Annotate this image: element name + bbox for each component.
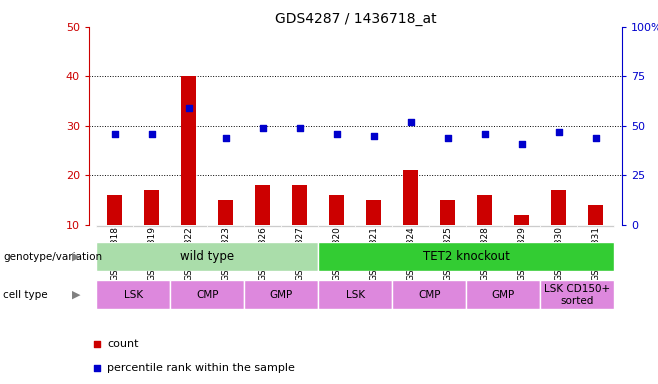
Text: ▶: ▶	[72, 252, 80, 262]
Point	[184, 105, 194, 111]
FancyBboxPatch shape	[467, 225, 503, 227]
Bar	[588, 205, 603, 225]
Text: genotype/variation: genotype/variation	[3, 252, 103, 262]
FancyBboxPatch shape	[503, 225, 540, 227]
FancyBboxPatch shape	[540, 225, 578, 227]
Text: TET2 knockout: TET2 knockout	[423, 250, 510, 263]
Text: ▶: ▶	[72, 290, 80, 300]
Point	[91, 341, 102, 347]
FancyBboxPatch shape	[282, 225, 318, 227]
Point	[553, 129, 564, 135]
Point	[332, 131, 342, 137]
Bar	[467, 280, 540, 309]
FancyBboxPatch shape	[96, 225, 133, 227]
Point	[257, 125, 268, 131]
Bar	[96, 242, 318, 271]
Point	[591, 134, 601, 141]
Point	[405, 119, 416, 125]
Bar	[96, 280, 170, 309]
Point	[109, 131, 120, 137]
Bar	[540, 280, 615, 309]
Bar	[170, 280, 244, 309]
Bar	[551, 190, 567, 225]
Bar	[478, 195, 492, 225]
Bar	[318, 280, 392, 309]
FancyBboxPatch shape	[207, 225, 244, 227]
FancyBboxPatch shape	[392, 225, 430, 227]
Text: LSK: LSK	[124, 290, 143, 300]
Point	[220, 134, 231, 141]
FancyBboxPatch shape	[133, 225, 170, 227]
Bar	[107, 195, 122, 225]
Bar	[244, 280, 318, 309]
Bar	[515, 215, 529, 225]
Bar	[292, 185, 307, 225]
Bar	[440, 200, 455, 225]
Text: CMP: CMP	[196, 290, 218, 300]
Point	[517, 141, 527, 147]
Text: CMP: CMP	[418, 290, 441, 300]
Point	[91, 365, 102, 371]
Bar	[392, 280, 467, 309]
Title: GDS4287 / 1436718_at: GDS4287 / 1436718_at	[274, 12, 436, 26]
Bar	[318, 242, 615, 271]
Text: GMP: GMP	[270, 290, 293, 300]
Bar	[255, 185, 270, 225]
Text: LSK: LSK	[345, 290, 365, 300]
Bar	[330, 195, 344, 225]
Text: cell type: cell type	[3, 290, 48, 300]
Text: percentile rank within the sample: percentile rank within the sample	[107, 362, 295, 373]
Point	[443, 134, 453, 141]
Point	[480, 131, 490, 137]
Bar	[403, 170, 418, 225]
Text: count: count	[107, 339, 139, 349]
FancyBboxPatch shape	[355, 225, 392, 227]
Text: LSK CD150+
sorted: LSK CD150+ sorted	[544, 284, 611, 306]
FancyBboxPatch shape	[170, 225, 207, 227]
Bar	[182, 76, 196, 225]
Bar	[218, 200, 233, 225]
Bar	[367, 200, 381, 225]
Bar	[144, 190, 159, 225]
FancyBboxPatch shape	[244, 225, 282, 227]
Text: GMP: GMP	[492, 290, 515, 300]
Point	[295, 125, 305, 131]
Point	[368, 132, 379, 139]
FancyBboxPatch shape	[318, 225, 355, 227]
FancyBboxPatch shape	[578, 225, 615, 227]
Point	[147, 131, 157, 137]
Text: wild type: wild type	[180, 250, 234, 263]
FancyBboxPatch shape	[430, 225, 467, 227]
